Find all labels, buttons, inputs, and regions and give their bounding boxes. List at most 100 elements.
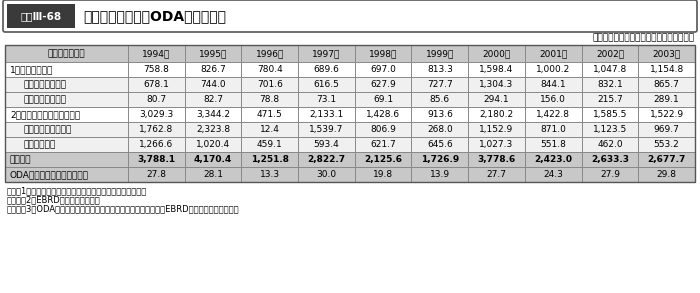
Text: 832.1: 832.1 [597,80,623,89]
Text: 27.7: 27.7 [486,170,507,179]
Bar [5,167,695,182]
Text: 593.4: 593.4 [314,140,340,149]
Text: 553.2: 553.2 [654,140,680,149]
Text: 3,029.3: 3,029.3 [139,110,174,119]
Text: （2）EBRD向け実績を含む。: （2）EBRD向け実績を含む。 [7,195,101,204]
Text: 2002年: 2002年 [596,49,624,58]
Text: 2,677.7: 2,677.7 [648,155,686,164]
Text: 1,304.3: 1,304.3 [480,80,514,89]
Text: 1,123.5: 1,123.5 [593,125,627,134]
Text: 24.3: 24.3 [543,170,564,179]
Text: 85.6: 85.6 [430,95,450,104]
Text: 2,822.7: 2,822.7 [307,155,346,164]
Text: 1,152.9: 1,152.9 [480,125,514,134]
Text: 1,522.9: 1,522.9 [650,110,684,119]
Text: 1997年: 1997年 [312,49,341,58]
Text: 1,020.4: 1,020.4 [196,140,230,149]
Text: 27.8: 27.8 [146,170,167,179]
Bar [5,107,695,122]
Text: 73.1: 73.1 [316,95,337,104]
Text: 2,133.1: 2,133.1 [309,110,344,119]
Text: 462.0: 462.0 [597,140,623,149]
Text: 1,000.2: 1,000.2 [536,65,570,74]
Text: 780.4: 780.4 [257,65,283,74]
Text: 1,585.5: 1,585.5 [593,110,627,119]
Bar [5,77,695,92]
Text: 12.4: 12.4 [260,125,280,134]
Text: 744.0: 744.0 [200,80,226,89]
FancyBboxPatch shape [3,0,697,32]
Text: 2,125.6: 2,125.6 [364,155,402,164]
Text: ODA全体に占める比率（％）: ODA全体に占める比率（％） [10,170,89,179]
Text: 13.9: 13.9 [430,170,450,179]
Text: 1,726.9: 1,726.9 [421,155,459,164]
Text: 27.9: 27.9 [600,170,620,179]
Text: 3,788.1: 3,788.1 [137,155,176,164]
Text: 471.5: 471.5 [257,110,283,119]
Text: 1999年: 1999年 [426,49,454,58]
Text: 1,422.8: 1,422.8 [536,110,570,119]
Text: 図表Ⅲ-68: 図表Ⅲ-68 [20,11,62,21]
Bar [7,4,75,28]
Text: （２）その他機関: （２）その他機関 [24,95,67,104]
Text: 2003年: 2003年 [652,49,681,58]
Text: 69.1: 69.1 [373,95,393,104]
Text: 645.6: 645.6 [427,140,453,149]
Bar [5,45,695,182]
Text: （１）世銀グループ: （１）世銀グループ [24,125,72,134]
Text: 678.1: 678.1 [144,80,169,89]
Text: 289.1: 289.1 [654,95,680,104]
Text: 国際機関／暦年: 国際機関／暦年 [48,49,85,58]
Bar [5,152,695,167]
Text: 1,762.8: 1,762.8 [139,125,174,134]
Text: 826.7: 826.7 [200,65,226,74]
Text: 871.0: 871.0 [540,125,566,134]
Text: 1998年: 1998年 [369,49,398,58]
Text: 689.6: 689.6 [314,65,340,74]
Bar [5,45,695,62]
Text: 969.7: 969.7 [654,125,680,134]
Text: 80.7: 80.7 [146,95,167,104]
Text: 19.8: 19.8 [373,170,393,179]
Text: 30.0: 30.0 [316,170,337,179]
Text: 78.8: 78.8 [260,95,280,104]
Text: 1996年: 1996年 [256,49,284,58]
Text: 2,180.2: 2,180.2 [480,110,514,119]
Text: 82.7: 82.7 [203,95,223,104]
Text: 156.0: 156.0 [540,95,566,104]
Text: 913.6: 913.6 [427,110,453,119]
Text: （支出純額ベース、単位：百万ドル、％）: （支出純額ベース、単位：百万ドル、％） [593,33,695,42]
Text: 268.0: 268.0 [427,125,453,134]
Text: 29.8: 29.8 [657,170,677,179]
Text: （3）ODA全体に占める比率の算出に際しては東欧向け及びEBRD向け実績を含まない。: （3）ODA全体に占める比率の算出に際しては東欧向け及びEBRD向け実績を含まな… [7,204,239,213]
Text: 1,027.3: 1,027.3 [480,140,514,149]
Text: 1,266.6: 1,266.6 [139,140,174,149]
Text: 616.5: 616.5 [314,80,340,89]
Text: 3,778.6: 3,778.6 [477,155,516,164]
Text: 4,170.4: 4,170.4 [194,155,232,164]
Text: 294.1: 294.1 [484,95,510,104]
Text: 1,539.7: 1,539.7 [309,125,344,134]
Text: 1,047.8: 1,047.8 [593,65,627,74]
Text: 727.7: 727.7 [427,80,453,89]
Text: 13.3: 13.3 [260,170,280,179]
Text: 1,251.8: 1,251.8 [251,155,288,164]
Bar [5,62,695,77]
Text: 1．国際機関贈与: 1．国際機関贈与 [10,65,53,74]
Text: 3,344.2: 3,344.2 [196,110,230,119]
Text: 215.7: 215.7 [597,95,623,104]
Text: 合　　計: 合 計 [10,155,32,164]
Text: 1995年: 1995年 [199,49,228,58]
Text: 1,428.6: 1,428.6 [366,110,400,119]
Text: 注：（1）四捨五入の関係上、合計が一致しないことがある。: 注：（1）四捨五入の関係上、合計が一致しないことがある。 [7,186,147,195]
Text: 2000年: 2000年 [482,49,511,58]
Text: 627.9: 627.9 [370,80,396,89]
Text: 758.8: 758.8 [144,65,169,74]
Bar [5,92,695,107]
Bar [5,122,695,137]
Text: 1994年: 1994年 [142,49,171,58]
Text: 806.9: 806.9 [370,125,396,134]
Text: 2001年: 2001年 [539,49,568,58]
Bar [5,137,695,152]
Text: 2,633.3: 2,633.3 [591,155,629,164]
